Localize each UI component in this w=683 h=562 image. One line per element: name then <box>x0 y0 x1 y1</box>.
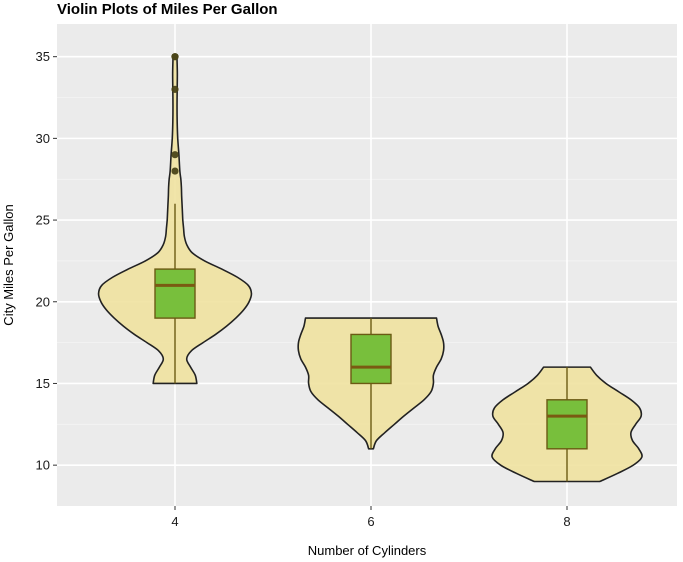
outlier-point <box>171 53 179 61</box>
x-axis-title: Number of Cylinders <box>308 543 427 558</box>
y-tick-label: 15 <box>36 376 50 391</box>
chart-title: Violin Plots of Miles Per Gallon <box>57 1 278 18</box>
y-tick-label: 10 <box>36 458 50 473</box>
x-tick-label: 6 <box>367 514 374 529</box>
outlier-point <box>171 167 179 175</box>
box-6-cyl <box>350 333 392 385</box>
y-tick-label: 35 <box>36 49 50 64</box>
y-axis-title: City Miles Per Gallon <box>1 204 16 325</box>
box-8-cyl <box>546 399 588 450</box>
outlier-point <box>171 85 179 93</box>
violins <box>97 53 643 483</box>
x-tick-label: 4 <box>171 514 178 529</box>
y-tick-label: 30 <box>36 131 50 146</box>
y-tick-label: 25 <box>36 213 50 228</box>
box-4-cyl <box>154 268 196 319</box>
outlier-point <box>171 151 179 159</box>
x-tick-label: 8 <box>563 514 570 529</box>
axes: 10 15 20 25 30 35 4 6 8 <box>36 49 571 529</box>
y-tick-label: 20 <box>36 294 50 309</box>
